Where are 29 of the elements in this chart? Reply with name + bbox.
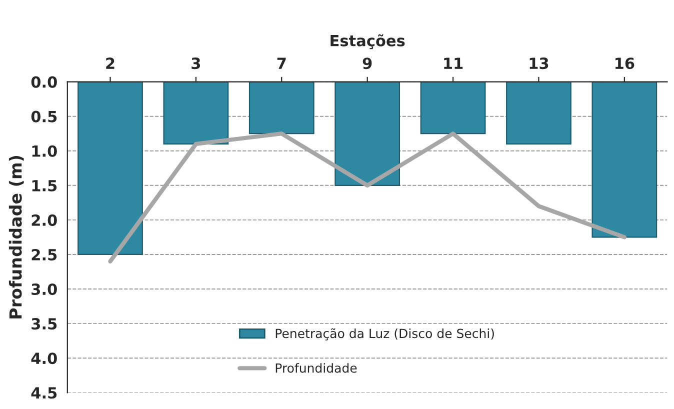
bar (334, 82, 400, 186)
y-tick-label: 3.0 (32, 283, 57, 296)
x-tick-label: 7 (277, 58, 286, 69)
x-tick-label: 9 (362, 58, 372, 70)
y-axis-title: Profundidade (m) (8, 156, 24, 318)
line-series (108, 132, 626, 264)
y-tick-label: 2.5 (32, 248, 57, 261)
y-tick-label: 1.0 (32, 145, 57, 157)
bar (592, 82, 658, 238)
y-tick-label: 3.5 (32, 318, 57, 330)
bar (163, 82, 229, 145)
y-tick-label: 4.5 (31, 387, 57, 399)
bar (506, 82, 572, 145)
x-tick-label: 16 (616, 58, 634, 70)
y-tick-label: 2.0 (32, 214, 57, 226)
y-tick-label: 0.5 (31, 110, 57, 122)
bar (420, 82, 486, 134)
x-tick-label: 2 (106, 58, 114, 69)
y-tick-label: 0.0 (31, 76, 57, 88)
x-tick-label: 3 (192, 58, 200, 70)
y-tick-label: 1.5 (32, 180, 57, 192)
legend-label: Penetração da Luz (Disco de Sechi) (276, 328, 494, 340)
x-tick-label: 13 (530, 58, 548, 70)
bar (78, 82, 143, 256)
y-tick-label: 4.0 (31, 352, 57, 364)
legend-label: Profundidade (276, 363, 357, 373)
bar (248, 82, 314, 134)
x-tick-label: 11 (444, 58, 463, 69)
x-axis-title: Estações (330, 34, 405, 50)
